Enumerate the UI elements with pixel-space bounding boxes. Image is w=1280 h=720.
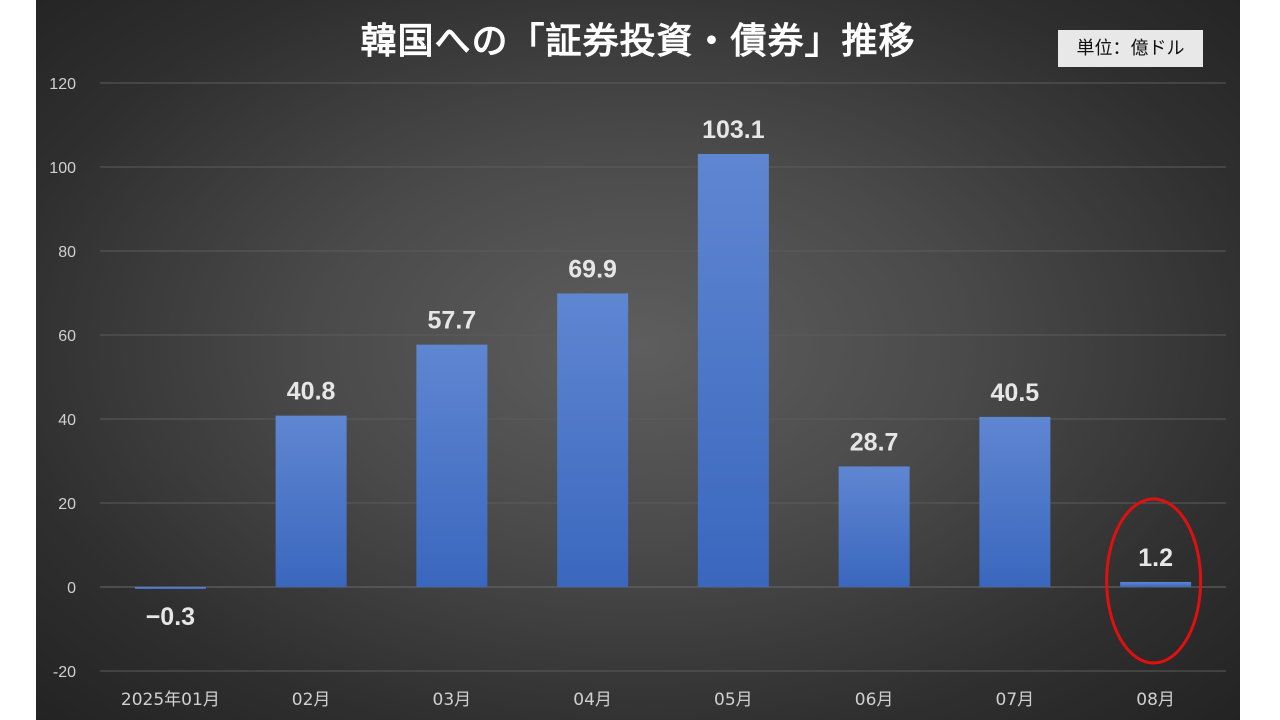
x-tick-label: 06月	[855, 690, 894, 710]
bar	[838, 466, 910, 587]
plot-area: -20 0 20 40 60 80 100 120 −0.3 40.8 57.7 69.9 103.1…	[49, 76, 1226, 710]
y-tick-label: -20	[53, 664, 76, 681]
x-tick-label: 03月	[433, 690, 472, 710]
y-tick-label: 100	[49, 160, 76, 177]
bar	[134, 587, 206, 589]
bar	[697, 153, 769, 588]
chart-title: 韓国への「証券投資・債券」推移	[360, 21, 916, 62]
grid-lines	[100, 82, 1226, 672]
bar	[416, 344, 488, 587]
x-tick-label: 2025年01月	[121, 690, 220, 710]
data-label: 40.8	[287, 378, 336, 406]
x-tick-label: 05月	[714, 690, 753, 710]
y-tick-label: 20	[58, 496, 76, 513]
x-tick-label: 04月	[573, 690, 612, 710]
x-axis-ticks: 2025年01月 02月 03月 04月 05月 06月 07月 08月	[121, 690, 1175, 710]
unit-label: 単位：億ドル	[1058, 30, 1203, 67]
data-label: 1.2	[1138, 544, 1173, 572]
x-tick-label: 07月	[996, 690, 1035, 710]
highlight-annotation	[1105, 497, 1203, 665]
bar	[1120, 581, 1192, 587]
y-tick-label: 80	[58, 244, 76, 261]
y-tick-label: 40	[58, 412, 76, 429]
x-tick-label: 08月	[1136, 690, 1175, 710]
y-tick-label: 60	[58, 328, 76, 345]
bar	[557, 293, 629, 587]
data-label: 57.7	[428, 307, 477, 335]
x-tick-label: 02月	[292, 690, 331, 710]
bar	[275, 415, 347, 587]
y-tick-label: 120	[49, 76, 76, 93]
chart-frame: -20 0 20 40 60 80 100 120 −0.3 40.8 57.7 69.9 103.1…	[36, 0, 1240, 720]
data-label: −0.3	[146, 603, 195, 631]
bars	[134, 153, 1192, 589]
highlight-circle	[1105, 497, 1203, 665]
data-labels: −0.3 40.8 57.7 69.9 103.1 28.7 40.5 1.2	[146, 116, 1173, 631]
data-label: 103.1	[702, 116, 765, 144]
y-tick-label: 0	[67, 580, 76, 597]
data-label: 40.5	[991, 379, 1040, 407]
y-axis-ticks: -20 0 20 40 60 80 100 120	[49, 76, 76, 681]
data-label: 69.9	[568, 255, 617, 283]
data-label: 28.7	[850, 428, 899, 456]
bar	[979, 416, 1051, 587]
